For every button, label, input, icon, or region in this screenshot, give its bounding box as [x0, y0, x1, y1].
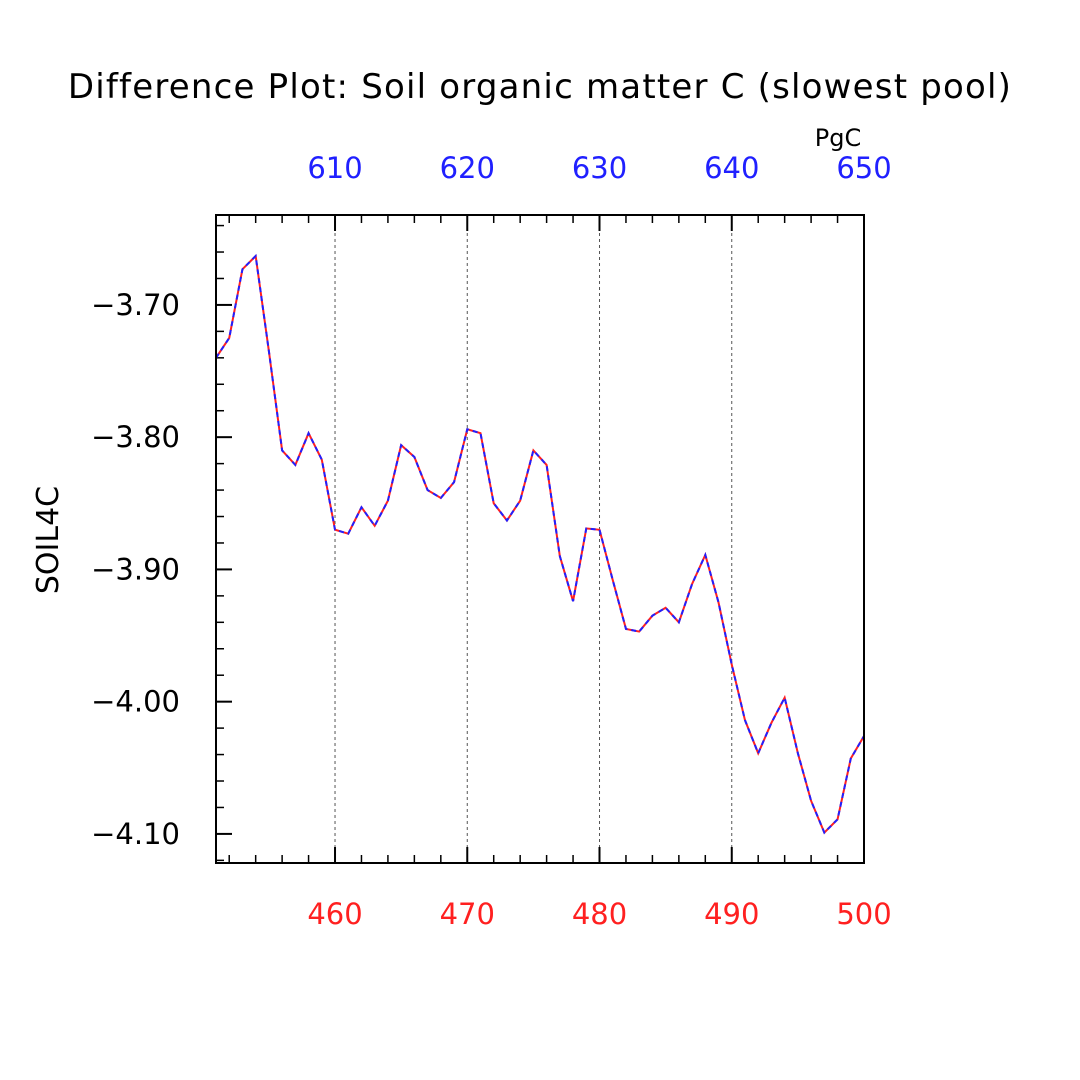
top-tick-label: 650: [836, 151, 891, 185]
y-tick-label: −3.80: [91, 420, 180, 454]
tick-labels: 460 470 480 490 500 610 620 630 640 650 −3.70 −3.80…: [91, 151, 892, 931]
plot-frame: [215, 214, 865, 864]
top-axis-unit: PgC: [815, 124, 861, 152]
grid-lines: [334, 215, 733, 863]
x-tick-label: 480: [572, 897, 627, 931]
series-line-2: [215, 253, 865, 835]
series-line-1: [215, 253, 865, 835]
y-tick-label: −4.10: [91, 817, 180, 851]
series-group: [215, 253, 865, 835]
top-tick-label: 630: [572, 151, 627, 185]
top-tick-label: 610: [307, 151, 362, 185]
x-tick-label: 500: [836, 897, 891, 931]
top-tick-label: 640: [704, 151, 759, 185]
top-tick-label: 620: [440, 151, 495, 185]
y-tick-label: −3.70: [91, 288, 180, 322]
x-tick-label: 460: [307, 897, 362, 931]
axis-ticks: [216, 215, 865, 863]
chart-title: Difference Plot: Soil organic matter C (…: [68, 67, 1012, 107]
y-tick-label: −3.90: [91, 552, 180, 586]
x-tick-label: 470: [440, 897, 495, 931]
y-axis-label: SOIL4C: [31, 486, 66, 594]
y-tick-label: −4.00: [91, 685, 180, 719]
x-tick-label: 490: [704, 897, 759, 931]
